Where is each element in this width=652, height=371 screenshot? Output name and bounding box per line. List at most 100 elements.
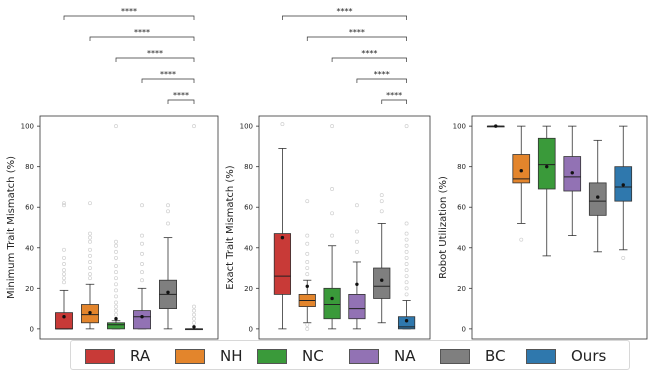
outlier-point [379, 193, 384, 198]
outlier-point [404, 243, 409, 248]
mean-marker [355, 282, 359, 286]
significance-bracket: **** [381, 91, 407, 104]
outlier-point [166, 221, 170, 226]
ytick-label: 20 [25, 285, 34, 293]
panel-2: 0 20 40 60 80 100 Exact Trait Mismatch (%) ****… [225, 7, 431, 340]
outlier-point [114, 239, 118, 244]
outlier-point [192, 124, 196, 129]
axes-frame [39, 115, 219, 340]
ytick-label: 0 [462, 325, 466, 333]
mean-marker [404, 319, 409, 323]
mean-marker [280, 235, 285, 240]
ytick-label: 40 [244, 244, 253, 252]
outlier-point [88, 247, 92, 252]
box-iqr [512, 154, 531, 184]
box-nc [537, 125, 556, 257]
outlier-point [192, 304, 196, 309]
outlier-point [62, 203, 66, 208]
box-iqr [133, 310, 151, 330]
ytick-label: 60 [457, 204, 466, 212]
outlier-point [62, 201, 66, 206]
box-ours [185, 124, 203, 331]
outlier-point [88, 276, 92, 281]
outlier-point [305, 199, 310, 204]
mean-marker [330, 296, 334, 301]
outlier-point [280, 122, 285, 127]
box-iqr [537, 137, 556, 190]
outlier-point [62, 262, 66, 266]
ytick-label: 20 [457, 285, 466, 293]
mean-marker [596, 195, 600, 199]
significance-label: **** [349, 28, 365, 37]
outlier-point [114, 270, 118, 275]
outlier-point [62, 255, 66, 260]
box-iqr [323, 287, 341, 320]
outlier-point [404, 274, 409, 279]
bracket-line [381, 99, 407, 104]
ytick-label: 100 [21, 123, 34, 131]
significance-bracket: **** [356, 70, 407, 83]
outlier-point [305, 260, 310, 264]
outlier-point [114, 282, 118, 287]
legend-item-bc: BC [440, 348, 506, 364]
y-axis-label: Minimum Trait Mismatch (%) [6, 156, 17, 299]
outlier-point [62, 280, 66, 285]
legend-label-nc: NC [302, 347, 324, 365]
mean-marker [192, 325, 196, 329]
outlier-point [114, 264, 118, 268]
significance-bracket: **** [282, 7, 407, 20]
legend-item-nh: NH [175, 348, 243, 364]
box-ra [273, 122, 292, 330]
significance-bracket: **** [331, 49, 407, 62]
box-iqr [273, 233, 292, 295]
outlier-point [404, 237, 409, 242]
y-axis-label: Robot Utilization (%) [438, 176, 449, 279]
outlier-point [166, 209, 170, 214]
bracket-line [89, 36, 195, 41]
significance-label: **** [374, 70, 390, 79]
mean-marker [545, 164, 549, 169]
significance-bracket: **** [89, 28, 195, 41]
outlier-point [140, 262, 144, 266]
significance-label: **** [134, 28, 150, 37]
outlier-point [88, 231, 92, 236]
panel-1: 0 20 40 60 80 100 Minimum Trait Mismatch (%) **… [6, 7, 219, 340]
outlier-point [114, 288, 118, 293]
legend-item-ours: Ours [526, 348, 606, 364]
outlier-point [404, 268, 409, 273]
significance-bracket: **** [141, 70, 195, 83]
outlier-point [114, 249, 118, 254]
outlier-point [114, 255, 118, 260]
bracket-line [115, 57, 195, 62]
outlier-point [404, 255, 409, 260]
outlier-point [114, 304, 118, 309]
outlier-point [305, 251, 310, 256]
mean-marker [305, 284, 309, 288]
ytick-label: 20 [244, 285, 253, 293]
outlier-point [140, 233, 144, 238]
outlier-point [140, 251, 144, 256]
box-ours [397, 124, 416, 330]
significance-label: **** [337, 7, 353, 16]
outlier-point [404, 280, 409, 285]
box-bc [373, 193, 391, 324]
significance-bracket: **** [167, 91, 195, 104]
ytick-label: 60 [244, 204, 253, 212]
ytick-label: 0 [30, 325, 34, 333]
bracket-line [331, 57, 407, 62]
outlier-point [192, 320, 196, 325]
box-nc [107, 124, 125, 330]
ytick-label: 80 [244, 163, 253, 171]
outlier-point [305, 241, 310, 246]
box-bc [588, 139, 607, 253]
outlier-point [404, 249, 409, 254]
mean-marker [621, 183, 625, 187]
ytick-label: 40 [25, 244, 34, 252]
outlier-point [114, 124, 118, 129]
outlier-point [62, 268, 66, 273]
significance-label: **** [160, 70, 176, 79]
outlier-point [404, 124, 409, 129]
outlier-point [88, 272, 92, 277]
legend-label-bc: BC [485, 347, 506, 365]
